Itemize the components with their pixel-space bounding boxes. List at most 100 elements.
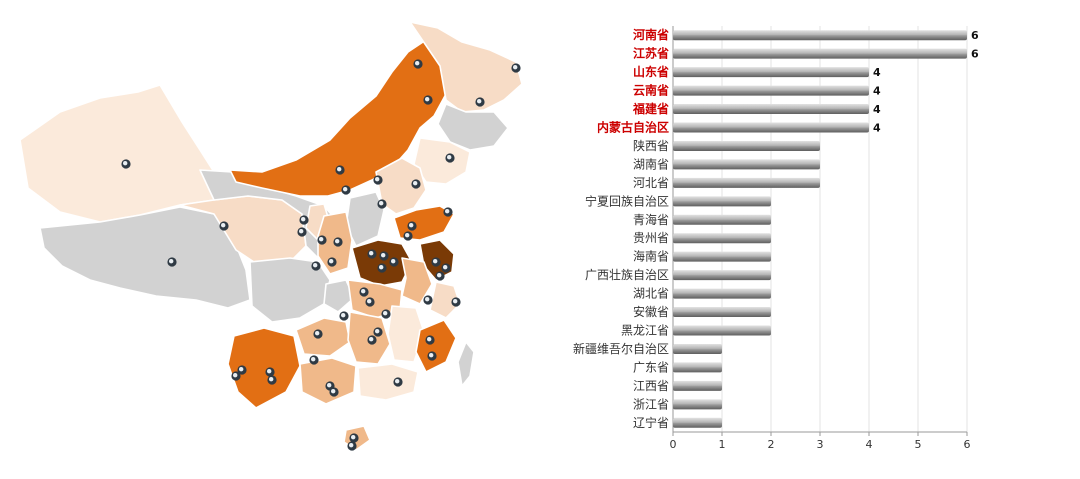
location-pin-icon xyxy=(121,159,131,169)
location-pin-icon xyxy=(377,263,387,273)
province-jilin xyxy=(437,103,509,151)
location-pin-icon xyxy=(365,297,375,307)
y-category-label: 陕西省 xyxy=(633,138,669,153)
location-pin-icon xyxy=(299,215,309,225)
bar xyxy=(673,122,869,133)
bar xyxy=(673,48,967,59)
y-category-label: 广东省 xyxy=(633,360,669,374)
location-pin-icon xyxy=(329,387,339,397)
y-category-label: 黑龙江省 xyxy=(621,324,669,338)
location-pin-icon xyxy=(309,355,319,365)
location-pin-icon xyxy=(367,249,377,259)
province-bar-chart: 0 1 2 3 4 5 6 河南省 6 江苏省 6 山东省 4 云南省 4 福建省 4 内蒙古自治区 4 陕西省 湖南省… xyxy=(540,0,1080,479)
location-pin-icon xyxy=(267,375,277,385)
bar xyxy=(673,159,820,170)
location-pin-icon xyxy=(381,309,391,319)
bar-value-label: 4 xyxy=(873,103,881,116)
province-jiangxi xyxy=(387,305,425,363)
y-category-label: 河北省 xyxy=(633,176,669,190)
province-fujian xyxy=(415,319,457,373)
location-pin-icon xyxy=(389,257,399,267)
x-tick-label: 6 xyxy=(964,438,971,451)
province-heilongjiang xyxy=(409,21,523,113)
bar xyxy=(673,251,771,262)
location-pins xyxy=(121,59,521,451)
location-pin-icon xyxy=(297,227,307,237)
location-pin-icon xyxy=(411,179,421,189)
location-pin-icon xyxy=(335,165,345,175)
x-tick-label: 0 xyxy=(670,438,677,451)
province-neimenggu xyxy=(229,39,447,197)
bar-value-label: 6 xyxy=(971,29,979,42)
bar-value-label: 6 xyxy=(971,48,979,61)
location-pin-icon xyxy=(435,271,445,281)
province-yunnan xyxy=(227,327,301,409)
location-pin-icon xyxy=(327,257,337,267)
china-province-map xyxy=(19,21,523,451)
province-chongqing xyxy=(323,279,355,313)
location-pin-icon xyxy=(443,207,453,217)
x-tick-label: 2 xyxy=(768,438,775,451)
y-category-label: 湖南省 xyxy=(633,156,669,171)
location-pin-icon xyxy=(333,237,343,247)
location-pin-icon xyxy=(231,371,241,381)
province-anhui xyxy=(401,257,433,305)
province-guangdong xyxy=(357,363,419,401)
location-pin-icon xyxy=(379,251,389,261)
location-pin-icon xyxy=(511,63,521,73)
y-category-label: 江西省 xyxy=(633,379,669,393)
bar xyxy=(673,362,722,373)
location-pin-icon xyxy=(441,263,451,273)
location-pin-icon xyxy=(237,365,247,375)
bar xyxy=(673,140,820,151)
bar xyxy=(673,343,722,354)
map-svg xyxy=(19,21,523,451)
y-category-label: 福建省 xyxy=(632,101,669,116)
y-category-label: 宁夏回族自治区 xyxy=(585,193,669,208)
bar xyxy=(673,307,771,318)
bar xyxy=(673,288,771,299)
location-pin-icon xyxy=(423,295,433,305)
location-pin-icon xyxy=(367,335,377,345)
location-pin-icon xyxy=(377,199,387,209)
province-guangxi xyxy=(299,357,357,405)
x-tick-label: 3 xyxy=(817,438,824,451)
bar xyxy=(673,270,771,281)
bar xyxy=(673,399,722,410)
y-category-label: 山东省 xyxy=(633,64,669,79)
y-category-label: 青海省 xyxy=(633,212,669,227)
y-category-label: 内蒙古自治区 xyxy=(597,120,669,135)
location-pin-icon xyxy=(373,327,383,337)
bar-chart-svg: 0 1 2 3 4 5 6 河南省 6 江苏省 6 山东省 4 云南省 4 福建省 4 内蒙古自治区 4 陕西省湖南省… xyxy=(573,26,979,451)
y-category-label: 贵州省 xyxy=(633,231,669,245)
bar xyxy=(673,233,771,244)
location-pin-icon xyxy=(219,221,229,231)
location-pin-icon xyxy=(313,329,323,339)
y-category-label: 安徽省 xyxy=(633,304,669,319)
location-pin-icon xyxy=(423,95,433,105)
province-xizang xyxy=(39,206,251,309)
bar xyxy=(673,177,820,188)
location-pin-icon xyxy=(427,351,437,361)
y-category-label: 云南省 xyxy=(633,83,669,98)
bar-value-label: 4 xyxy=(873,85,881,98)
bar xyxy=(673,104,869,115)
x-tick-label: 5 xyxy=(915,438,922,451)
y-category-label: 浙江省 xyxy=(633,397,669,411)
location-pin-icon xyxy=(339,311,349,321)
location-pin-icon xyxy=(407,221,417,231)
y-category-label: 江苏省 xyxy=(633,46,669,61)
location-pin-icon xyxy=(359,287,369,297)
bar xyxy=(673,325,771,336)
bar-value-label: 4 xyxy=(873,66,881,79)
x-tick-label: 1 xyxy=(719,438,726,451)
location-pin-icon xyxy=(341,185,351,195)
location-pin-icon xyxy=(403,231,413,241)
province-zhejiang xyxy=(429,281,461,319)
location-pin-icon xyxy=(347,441,357,451)
province-shandong xyxy=(393,205,455,241)
location-pin-icon xyxy=(311,261,321,271)
location-pin-icon xyxy=(451,297,461,307)
bar-value-label: 4 xyxy=(873,122,881,135)
location-pin-icon xyxy=(475,97,485,107)
